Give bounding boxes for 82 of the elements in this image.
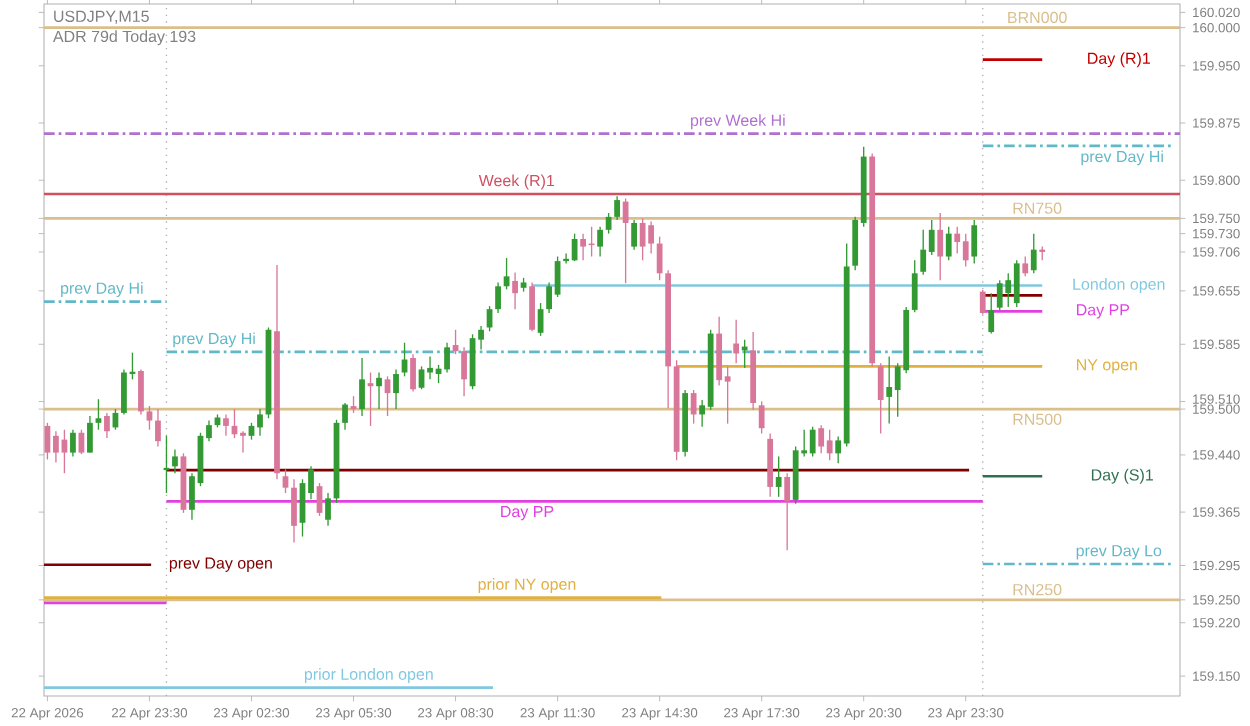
candlestick: [512, 271, 518, 310]
candlestick: [605, 212, 612, 235]
candlestick: [282, 468, 289, 494]
candlestick: [716, 316, 723, 387]
candlestick: [1030, 232, 1037, 274]
candlestick: [988, 292, 995, 335]
series-label: prior NY open: [478, 578, 576, 594]
candlestick: [818, 424, 825, 455]
candlestick: [325, 492, 331, 527]
candlestick: [121, 368, 127, 416]
candlestick: [775, 455, 782, 498]
series-label: prev Day Hi: [61, 282, 143, 297]
candlestick: [427, 355, 433, 381]
text: NY open: [1076, 359, 1137, 374]
candlestick: [444, 342, 450, 374]
candlestick: [223, 413, 229, 437]
series-label: RN750: [1013, 202, 1062, 214]
candlestick: [342, 402, 348, 431]
candlestick: [529, 281, 535, 332]
candlestick: [971, 219, 978, 265]
candlestick: [95, 398, 102, 431]
candlestick: [690, 389, 697, 425]
candlestick: [146, 405, 153, 431]
candlestick: [1022, 255, 1029, 278]
candlestick: [758, 400, 765, 435]
candlestick: [945, 226, 952, 262]
series-label: Day PP: [501, 505, 554, 521]
series-label: prev Week Hi: [691, 114, 785, 130]
candlestick: [877, 362, 884, 435]
candlestick: [656, 236, 663, 281]
candlestick: [937, 212, 944, 281]
candlestick: [580, 232, 586, 262]
candlestick: [809, 425, 816, 458]
candlestick: [784, 472, 791, 551]
candlestick: [70, 429, 76, 458]
candlestick: [418, 365, 425, 390]
candlestick: [962, 232, 969, 268]
candlestick: [631, 219, 637, 251]
candlestick: [461, 346, 467, 397]
candlestick: [648, 220, 655, 255]
candlestick: [495, 281, 501, 314]
candlestick: [597, 226, 603, 258]
candlestick: [376, 371, 382, 410]
candlestick: [614, 195, 620, 221]
candlestick: [410, 353, 416, 393]
series-label: prev Day Lo: [1076, 545, 1162, 560]
series-label: RN250: [1013, 583, 1062, 596]
candlestick: [622, 197, 629, 284]
series-label: prior London open: [304, 668, 433, 684]
series-label: prev Day Hi: [1081, 150, 1163, 166]
series-label: RN500: [1013, 413, 1062, 425]
candlestick: [911, 259, 918, 313]
series-label: Week (R)1: [478, 174, 555, 190]
candlestick: [639, 217, 646, 262]
candlestick: [172, 448, 178, 474]
candlestick: [393, 368, 399, 410]
chart-title: USDJPY,M15: [54, 10, 149, 24]
candlestick: [138, 368, 144, 416]
candlestick: [87, 415, 93, 454]
text: Day (R)1: [1088, 52, 1150, 68]
series-label: prev Day Hi: [173, 332, 255, 348]
candlestick: [996, 279, 1003, 311]
candlestick: [155, 408, 161, 448]
candlestick: [733, 319, 740, 365]
text: Day PP: [1076, 304, 1130, 319]
text: Day (S)1: [1091, 468, 1153, 484]
candlestick: [257, 408, 263, 437]
candlestick: [53, 430, 59, 464]
series-label: BRN000: [1008, 11, 1067, 24]
candlestick: [240, 430, 246, 454]
series-label: London open: [1073, 278, 1165, 293]
candlestick: [979, 289, 986, 316]
candlestick: [920, 229, 927, 276]
candlestick: [826, 429, 833, 461]
candlestick: [954, 226, 961, 255]
candlestick: [359, 357, 365, 417]
candlestick: [886, 355, 893, 425]
series-label: prev Day open: [169, 557, 272, 572]
candlestick: [1013, 259, 1020, 308]
candlestick: [291, 478, 297, 544]
text: ADR 79d Today 193: [52, 30, 196, 46]
candlestick: [104, 412, 110, 439]
